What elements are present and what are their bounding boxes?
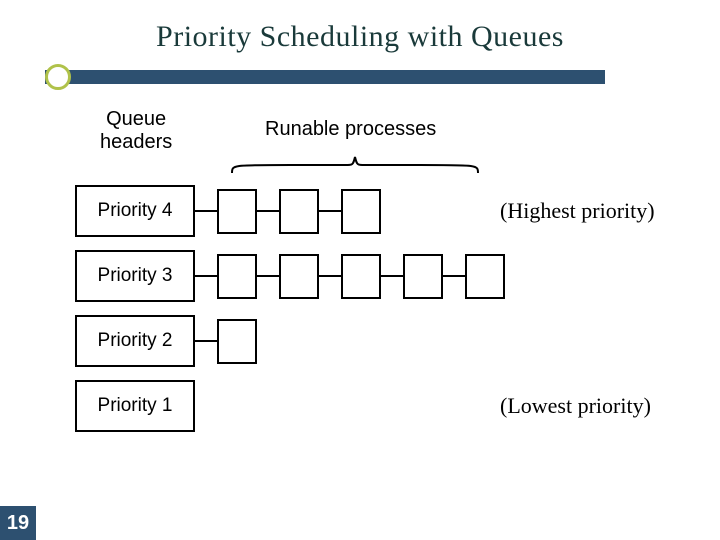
process-box <box>279 189 319 234</box>
process-box <box>341 189 381 234</box>
process-box <box>341 254 381 299</box>
accent-bullet <box>45 64 71 90</box>
priority-annotation: (Lowest priority) <box>500 393 651 419</box>
queue-headers-line2: headers <box>100 131 172 153</box>
priority-header-box: Priority 3 <box>75 250 195 302</box>
runable-processes-label: Runable processes <box>265 118 436 141</box>
priority-header-box: Priority 4 <box>75 185 195 237</box>
queue-link <box>257 210 279 212</box>
queue-link <box>443 275 465 277</box>
priority-queue-diagram: Queue headers Runable processes Priority… <box>60 100 660 500</box>
queue-link <box>319 275 341 277</box>
process-box <box>217 254 257 299</box>
process-box <box>217 319 257 364</box>
process-box <box>217 189 257 234</box>
accent-rule <box>45 70 605 84</box>
queue-headers-label: Queue headers <box>100 108 172 154</box>
process-box <box>279 254 319 299</box>
process-box <box>465 254 505 299</box>
queue-link <box>319 210 341 212</box>
queue-link <box>195 340 217 342</box>
process-box <box>403 254 443 299</box>
queue-link <box>257 275 279 277</box>
slide-title: Priority Scheduling with Queues <box>60 20 660 54</box>
priority-header-box: Priority 2 <box>75 315 195 367</box>
priority-annotation: (Highest priority) <box>500 198 655 224</box>
brace-icon <box>230 155 480 175</box>
queue-headers-line1: Queue <box>106 108 166 130</box>
queue-link <box>381 275 403 277</box>
page-number: 19 <box>0 506 36 540</box>
priority-header-box: Priority 1 <box>75 380 195 432</box>
queue-link <box>195 210 217 212</box>
queue-link <box>195 275 217 277</box>
